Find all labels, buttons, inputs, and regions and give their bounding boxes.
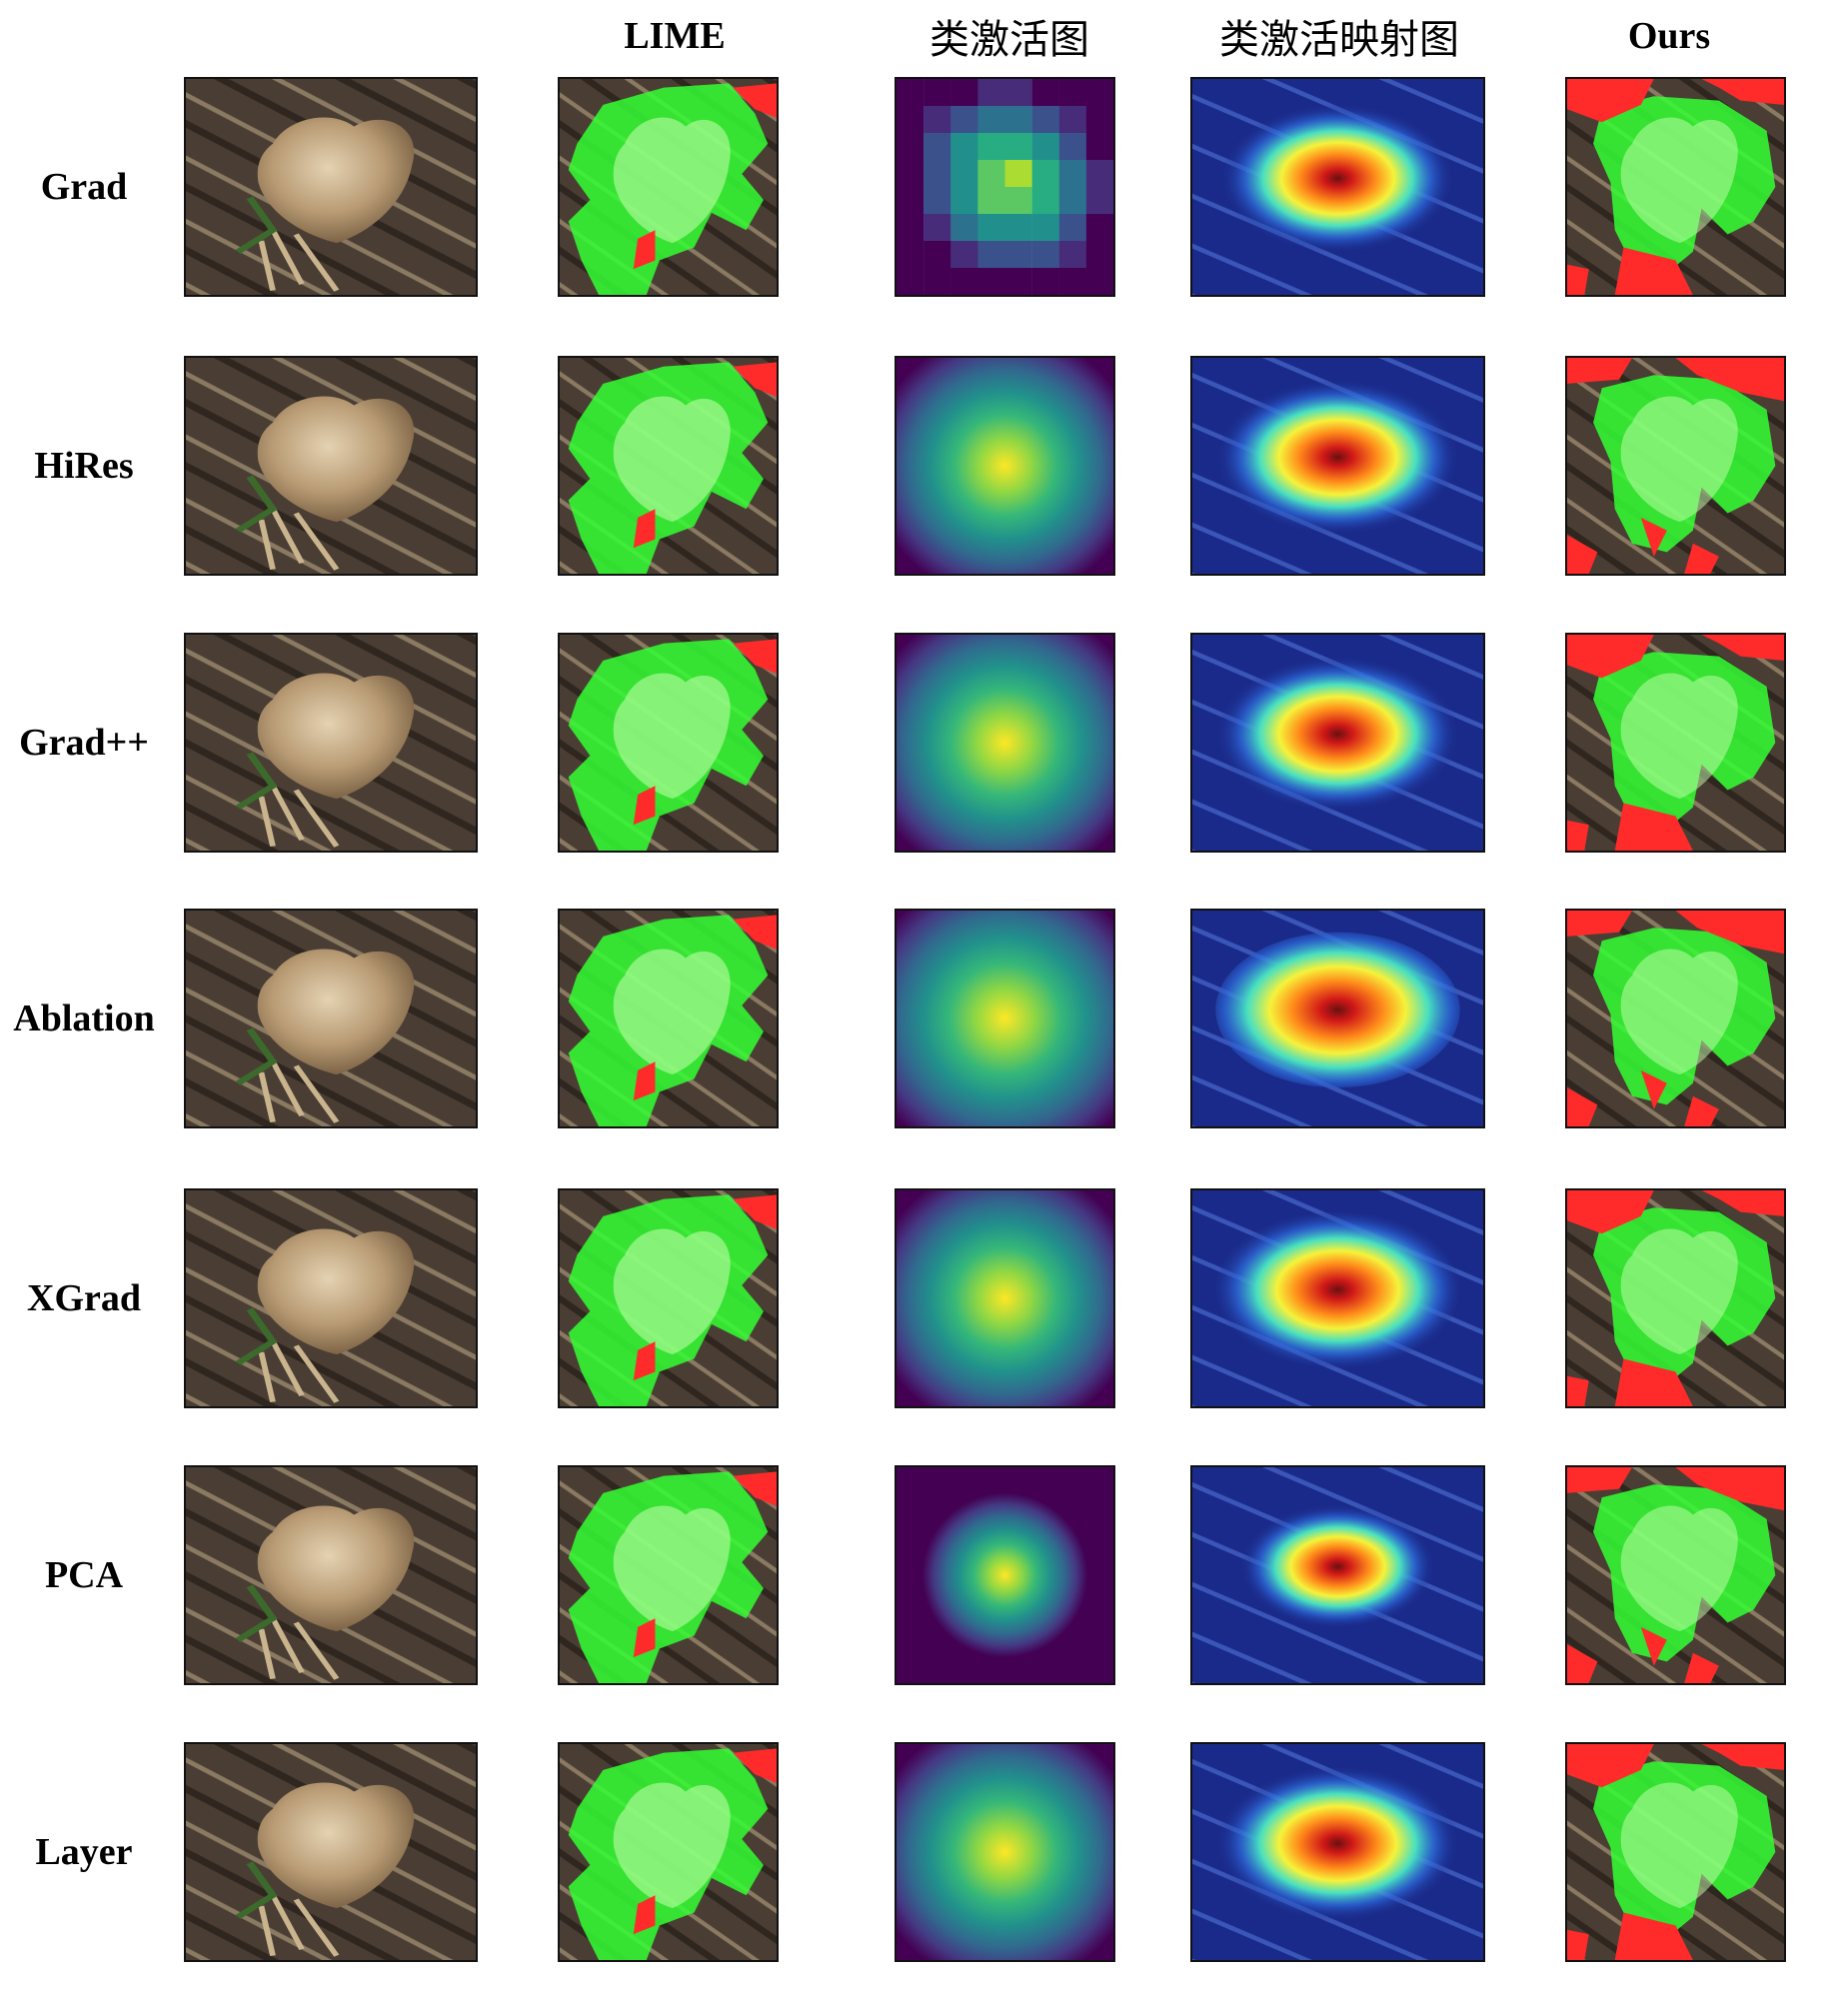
image-class-activation-mapping-row-1 <box>1190 77 1485 297</box>
image-original-row-3 <box>184 633 478 853</box>
image-class-activation-row-4 <box>895 909 1115 1128</box>
column-header-class-activation-mapping: 类激活映射图 <box>1219 17 1459 63</box>
image-lime-row-1 <box>558 77 779 297</box>
row-label-layer: Layer <box>35 1831 133 1873</box>
image-original-row-4 <box>184 909 478 1128</box>
image-class-activation-mapping-row-4 <box>1190 909 1485 1128</box>
column-header-ours: Ours <box>1627 15 1711 57</box>
image-ours-row-3 <box>1565 633 1786 853</box>
image-class-activation-mapping-row-6 <box>1190 1465 1485 1685</box>
image-class-activation-row-1 <box>895 77 1115 297</box>
image-original-row-6 <box>184 1465 478 1685</box>
row-label-pca: PCA <box>44 1554 124 1596</box>
image-class-activation-row-7 <box>895 1742 1115 1962</box>
image-lime-row-6 <box>558 1465 779 1685</box>
image-lime-row-7 <box>558 1742 779 1962</box>
image-class-activation-mapping-row-7 <box>1190 1742 1485 1962</box>
image-class-activation-mapping-row-2 <box>1190 356 1485 576</box>
row-label-grad: Grad++ <box>19 722 149 764</box>
column-header-lime: LIME <box>624 15 726 57</box>
row-label-grad: Grad <box>40 166 128 208</box>
image-class-activation-row-5 <box>895 1188 1115 1408</box>
image-lime-row-5 <box>558 1188 779 1408</box>
image-original-row-7 <box>184 1742 478 1962</box>
image-original-row-2 <box>184 356 478 576</box>
row-label-hires: HiRes <box>34 445 134 487</box>
image-class-activation-row-2 <box>895 356 1115 576</box>
image-lime-row-4 <box>558 909 779 1128</box>
image-ours-row-5 <box>1565 1188 1786 1408</box>
image-ours-row-4 <box>1565 909 1786 1128</box>
row-label-ablation: Ablation <box>13 998 155 1039</box>
image-class-activation-row-3 <box>895 633 1115 853</box>
image-class-activation-row-6 <box>895 1465 1115 1685</box>
image-lime-row-3 <box>558 633 779 853</box>
image-ours-row-2 <box>1565 356 1786 576</box>
image-original-row-1 <box>184 77 478 297</box>
column-header-class-activation: 类激活图 <box>929 17 1089 63</box>
image-ours-row-6 <box>1565 1465 1786 1685</box>
image-ours-row-1 <box>1565 77 1786 297</box>
image-original-row-5 <box>184 1188 478 1408</box>
image-ours-row-7 <box>1565 1742 1786 1962</box>
image-class-activation-mapping-row-3 <box>1190 633 1485 853</box>
image-lime-row-2 <box>558 356 779 576</box>
row-label-xgrad: XGrad <box>27 1277 141 1319</box>
image-class-activation-mapping-row-5 <box>1190 1188 1485 1408</box>
